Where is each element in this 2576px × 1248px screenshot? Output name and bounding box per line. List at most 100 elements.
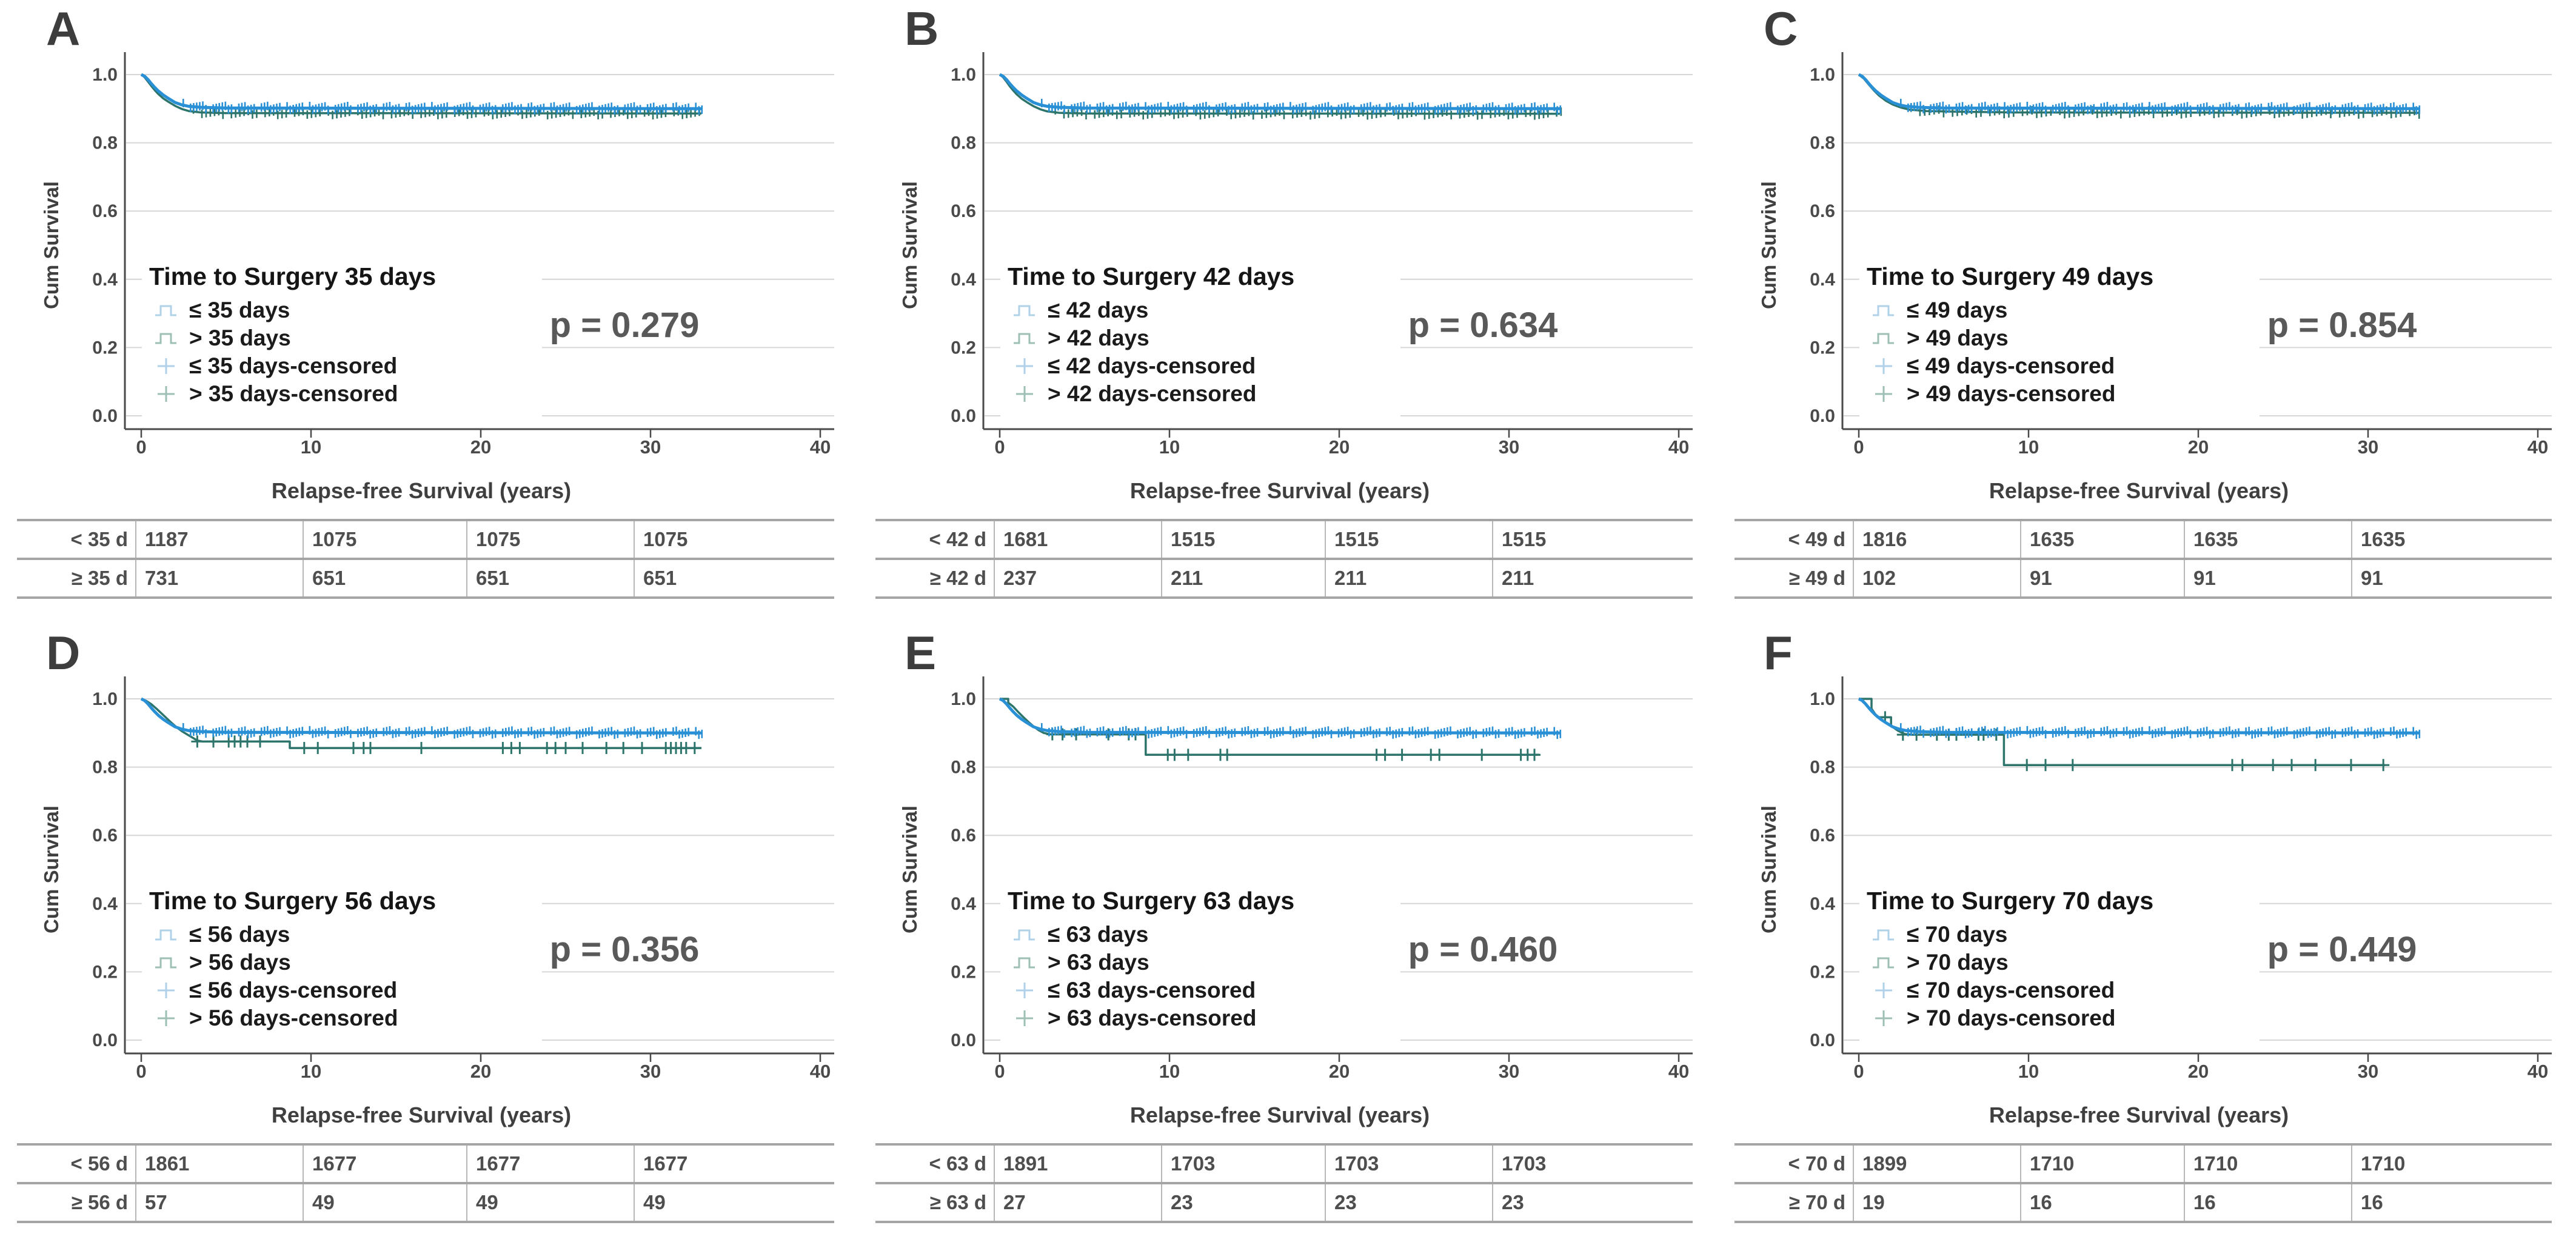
legend-item-label: ≤ 42 days: [1048, 298, 1148, 322]
cell: 731: [135, 559, 303, 598]
legend-step-symbol: [155, 929, 176, 941]
legend-item-label: ≤ 63 days-censored: [1048, 978, 1256, 1003]
y-tick-label: 1.0: [1810, 689, 1835, 709]
y-axis-title: Cum Survival: [40, 181, 62, 309]
x-tick-label: 40: [810, 436, 831, 458]
table-row: ≥ 63 d 27 23 23 23: [875, 1183, 1693, 1222]
at-risk-table: < 56 d 1861 1677 1677 1677 ≥ 56 d 57 49 …: [17, 1143, 834, 1223]
row-label: ≥ 63 d: [929, 1191, 986, 1213]
cell: 1710: [2351, 1144, 2552, 1183]
x-tick-label: 20: [470, 436, 491, 458]
x-tick-label: 0: [1853, 1061, 1864, 1082]
panel-F: F 0 10 20 30 40 1.0 0.8 0.6 0.4 0.2 0.0 Cum Surviva…: [1718, 624, 2576, 1248]
survival-curve-blue: [1858, 73, 2420, 110]
legend-item-label: ≤ 56 days: [189, 922, 290, 947]
x-tick-label: 40: [810, 1061, 831, 1082]
legend-item-label: ≤ 70 days: [1907, 922, 2007, 947]
legend-item-label: > 70 days: [1907, 950, 2009, 975]
legend-item-label: ≤ 35 days: [189, 298, 290, 322]
survival-curve-blue: [140, 73, 702, 110]
cell: 49: [634, 1183, 834, 1222]
row-label: < 35 d: [70, 528, 128, 550]
table-row: ≥ 49 d 102 91 91 91: [1735, 559, 2552, 598]
legend-step-symbol: [1014, 333, 1035, 344]
y-tick-label: 0.0: [951, 406, 976, 426]
legend-title: Time to Surgery 42 days: [1008, 262, 1294, 290]
survival-curve-blue: [1858, 697, 2420, 735]
at-risk-table: < 63 d 1891 1703 1703 1703 ≥ 63 d 27 23 …: [875, 1143, 1693, 1223]
panel-letter: D: [46, 626, 81, 679]
y-tick-label: 0.4: [951, 270, 976, 290]
table-row: < 70 d 1899 1710 1710 1710: [1735, 1144, 2552, 1183]
legend-item-label: > 49 days-censored: [1907, 381, 2116, 406]
legend-item-label: ≤ 70 days-censored: [1907, 978, 2115, 1003]
legend-item-label: > 42 days-censored: [1048, 381, 1257, 406]
cell: 237: [994, 559, 1162, 598]
x-tick-label: 30: [640, 436, 661, 458]
at-risk-table: < 35 d 1187 1075 1075 1075 ≥ 35 d 731 65…: [17, 519, 834, 599]
legend-step-symbol: [1873, 957, 1894, 969]
legend-item-label: > 49 days: [1907, 325, 2009, 350]
legend-title: Time to Surgery 56 days: [149, 887, 436, 915]
cell: 91: [2020, 559, 2184, 598]
table-row: < 42 d 1681 1515 1515 1515: [875, 520, 1693, 559]
y-tick-label: 1.0: [1810, 65, 1835, 85]
panel-C: C 0 10 20 30 40 1.0 0.8 0.6 0.4 0.2 0.0 Cum Surviva…: [1718, 0, 2576, 624]
cell: 23: [1161, 1183, 1325, 1222]
table-row: ≥ 70 d 19 16 16 16: [1735, 1183, 2552, 1222]
row-label: < 63 d: [929, 1152, 986, 1175]
y-tick-label: 0.8: [1810, 758, 1835, 778]
panel-letter: E: [905, 626, 937, 679]
x-tick-label: 0: [994, 1061, 1005, 1082]
legend-step-symbol: [1014, 929, 1035, 941]
table-row: ≥ 35 d 731 651 651 651: [17, 559, 834, 598]
cell: 211: [1492, 559, 1693, 598]
legend-item-label: ≤ 42 days-censored: [1048, 353, 1256, 378]
y-tick-label: 0.6: [1810, 201, 1835, 221]
cell: 49: [303, 1183, 467, 1222]
row-label: ≥ 35 d: [71, 567, 128, 589]
x-tick-label: 10: [1159, 436, 1180, 458]
y-tick-label: 1.0: [92, 689, 118, 709]
legend-box: [1000, 875, 1400, 1046]
legend-item-label: > 42 days: [1048, 325, 1149, 350]
x-tick-label: 30: [2358, 436, 2378, 458]
legend-item-label: ≤ 49 days: [1907, 298, 2007, 322]
legend-item-label: > 35 days: [189, 325, 291, 350]
cell: 211: [1161, 559, 1325, 598]
at-risk-table: < 42 d 1681 1515 1515 1515 ≥ 42 d 237 21…: [875, 519, 1693, 599]
survival-curve-blue: [999, 73, 1561, 110]
cell: 1515: [1161, 520, 1325, 559]
y-tick-label: 0.6: [951, 201, 976, 221]
cell: 1703: [1325, 1144, 1493, 1183]
panel-letter: B: [905, 2, 939, 55]
cell: 1187: [135, 520, 303, 559]
cell: 49: [466, 1183, 634, 1222]
cell: 1816: [1853, 520, 2021, 559]
survival-curve-blue: [999, 697, 1561, 735]
p-value-label: p = 0.449: [2267, 930, 2417, 969]
x-tick-label: 40: [1668, 436, 1689, 458]
x-tick-label: 30: [1499, 436, 1519, 458]
cell: 1677: [634, 1144, 834, 1183]
legend-step-symbol: [155, 957, 176, 969]
y-tick-label: 0.8: [92, 133, 118, 153]
cell: 1515: [1492, 520, 1693, 559]
x-tick-label: 30: [640, 1061, 661, 1082]
legend-step-symbol: [1873, 929, 1894, 941]
row-label: ≥ 70 d: [1788, 1191, 1845, 1213]
table-row: < 49 d 1816 1635 1635 1635: [1735, 520, 2552, 559]
legend-box: [142, 875, 542, 1046]
x-tick-label: 30: [2358, 1061, 2378, 1082]
row-label: ≥ 49 d: [1788, 567, 1845, 589]
cell: 211: [1325, 559, 1493, 598]
y-tick-label: 0.0: [1810, 406, 1835, 426]
row-label: < 70 d: [1788, 1152, 1845, 1175]
x-tick-label: 20: [470, 1061, 491, 1082]
p-value-label: p = 0.634: [1408, 305, 1558, 345]
x-axis-title: Relapse-free Survival (years): [272, 478, 571, 503]
y-tick-label: 0.4: [1810, 270, 1835, 290]
y-tick-label: 0.4: [92, 894, 118, 914]
p-value-label: p = 0.854: [2267, 305, 2417, 345]
cell: 651: [466, 559, 634, 598]
